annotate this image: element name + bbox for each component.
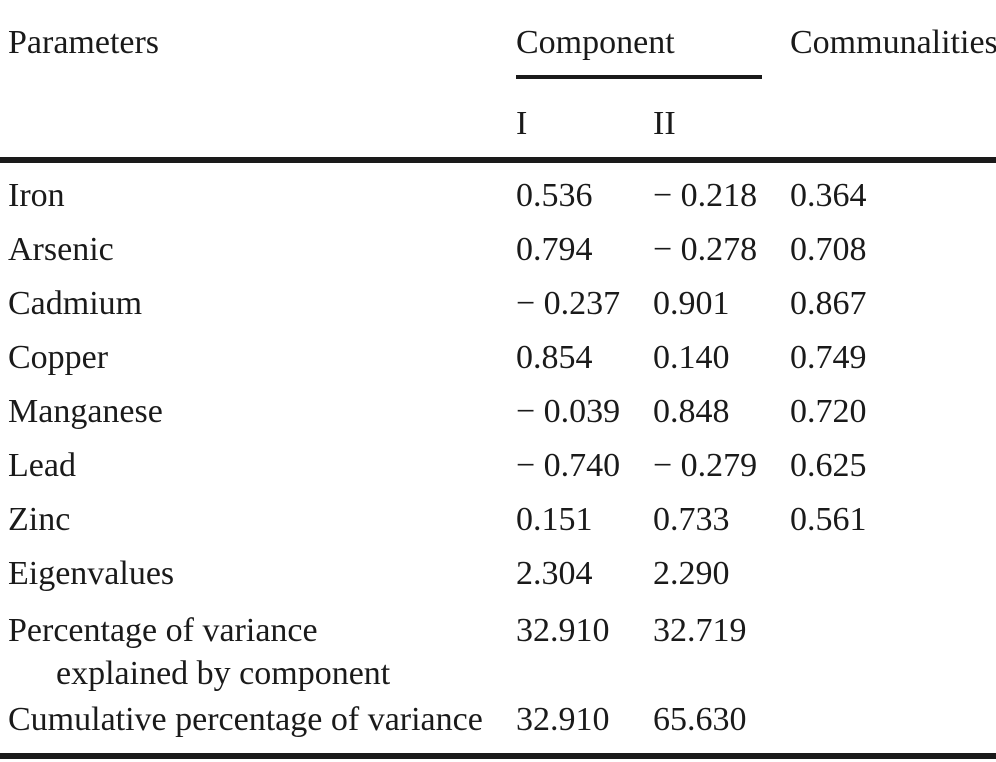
row-label-line2: explained by component <box>56 655 391 692</box>
table-subheader-row: I II <box>0 101 996 147</box>
table-row-pct-variance: Percentage of variance explained by comp… <box>0 601 996 695</box>
cell-component-2: 65.630 <box>653 701 747 738</box>
cell-component-1: − 0.740 <box>516 447 621 484</box>
cell-component-2: 0.901 <box>653 285 730 322</box>
table-row-arsenic: Arsenic 0.794 − 0.278 0.708 <box>0 223 996 277</box>
row-label: Eigenvalues <box>8 555 175 592</box>
cell-component-1: 32.910 <box>516 612 610 649</box>
row-label: Copper <box>8 339 109 376</box>
cell-communalities: 0.708 <box>790 231 867 268</box>
table-row-zinc: Zinc 0.151 0.733 0.561 <box>0 493 996 547</box>
row-label: Zinc <box>8 501 71 538</box>
cell-component-1: 2.304 <box>516 555 593 592</box>
cell-component-2: 0.140 <box>653 339 730 376</box>
cell-component-2: 0.733 <box>653 501 730 538</box>
table-header-row: Parameters Component Communalities <box>0 0 996 79</box>
cell-component-1: 0.536 <box>516 177 593 214</box>
cell-communalities: 0.867 <box>790 285 867 322</box>
cell-component-2: 0.848 <box>653 393 730 430</box>
row-label: Cumulative percentage of variance <box>8 701 483 738</box>
table-row-copper: Copper 0.854 0.140 0.749 <box>0 331 996 385</box>
cell-communalities: 0.561 <box>790 501 867 538</box>
cell-communalities: 0.720 <box>790 393 867 430</box>
cell-component-2: − 0.279 <box>653 447 758 484</box>
table-row-iron: Iron 0.536 − 0.218 0.364 <box>0 169 996 223</box>
cell-component-1: − 0.237 <box>516 285 621 322</box>
row-label: Percentage of variance explained by comp… <box>0 609 516 695</box>
cell-component-2: 2.290 <box>653 555 730 592</box>
table-row-lead: Lead − 0.740 − 0.279 0.625 <box>0 439 996 493</box>
table-row-cumulative-pct: Cumulative percentage of variance 32.910… <box>0 695 996 743</box>
row-label: Cadmium <box>8 285 143 322</box>
cell-communalities: 0.749 <box>790 339 867 376</box>
cell-communalities: 0.364 <box>790 177 867 214</box>
column-header-component: Component <box>516 24 675 61</box>
row-label: Iron <box>8 177 65 214</box>
cell-communalities: 0.625 <box>790 447 867 484</box>
cell-component-1: 0.151 <box>516 501 593 538</box>
table-row-eigenvalues: Eigenvalues 2.304 2.290 <box>0 547 996 601</box>
cell-component-2: − 0.278 <box>653 231 758 268</box>
cell-component-2: − 0.218 <box>653 177 758 214</box>
cell-component-1: − 0.039 <box>516 393 621 430</box>
column-header-parameters: Parameters <box>8 24 160 61</box>
table-row-cadmium: Cadmium − 0.237 0.901 0.867 <box>0 277 996 331</box>
column-header-communalities: Communalities <box>790 24 996 61</box>
row-label: Arsenic <box>8 231 114 268</box>
row-label-line1: Percentage of variance <box>8 612 318 649</box>
cell-component-1: 0.854 <box>516 339 593 376</box>
row-label: Lead <box>8 447 76 484</box>
table-body: Iron 0.536 − 0.218 0.364 Arsenic 0.794 −… <box>0 163 996 743</box>
header-divider-rule <box>0 157 996 163</box>
cell-component-1: 0.794 <box>516 231 593 268</box>
bottom-rule <box>0 753 996 759</box>
cell-component-1: 32.910 <box>516 701 610 738</box>
table-row-manganese: Manganese − 0.039 0.848 0.720 <box>0 385 996 439</box>
row-label: Manganese <box>8 393 163 430</box>
subheader-component-2: II <box>653 105 676 142</box>
subheader-component-1: I <box>516 105 528 142</box>
column-header-component-group: Component <box>516 20 790 79</box>
component-spanner-rule: Component <box>516 20 762 79</box>
cell-component-2: 32.719 <box>653 612 747 649</box>
